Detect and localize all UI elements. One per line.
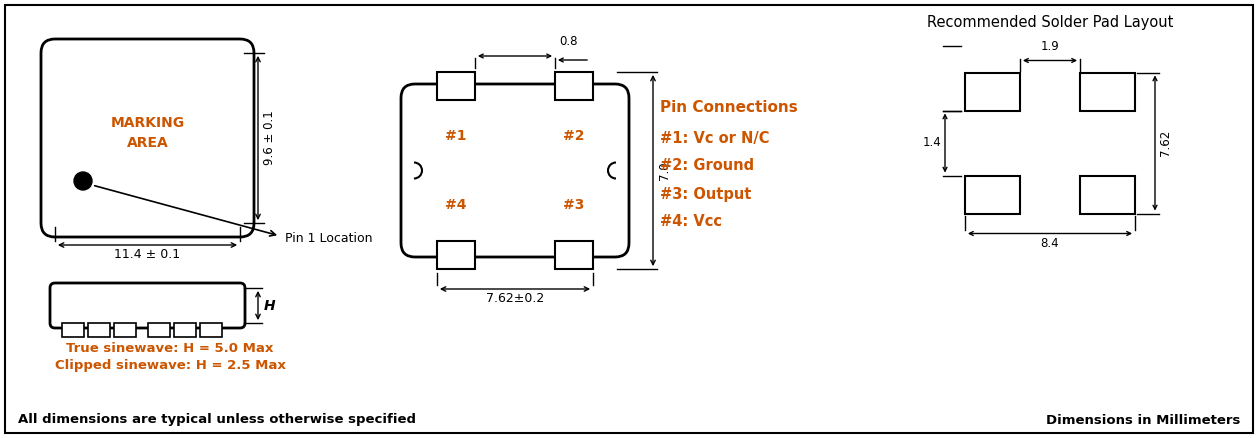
- Bar: [174, 323, 196, 337]
- Bar: [437, 72, 476, 100]
- Text: All dimensions are typical unless otherwise specified: All dimensions are typical unless otherw…: [18, 413, 416, 427]
- Text: #4: Vcc: #4: Vcc: [660, 215, 722, 230]
- Text: AREA: AREA: [127, 136, 169, 150]
- Bar: [1081, 73, 1135, 110]
- Text: MARKING: MARKING: [111, 116, 185, 130]
- Bar: [114, 323, 136, 337]
- Text: True sinewave: H = 5.0 Max: True sinewave: H = 5.0 Max: [67, 342, 274, 354]
- Text: #4: #4: [445, 198, 467, 212]
- Text: Pin 1 Location: Pin 1 Location: [286, 232, 372, 244]
- Text: #1: #1: [445, 129, 467, 143]
- Bar: [965, 176, 1020, 213]
- Text: H: H: [264, 299, 276, 312]
- Text: #2: Ground: #2: Ground: [660, 159, 754, 173]
- Circle shape: [74, 172, 92, 190]
- Bar: [437, 241, 476, 269]
- Text: 8.4: 8.4: [1040, 237, 1059, 250]
- FancyBboxPatch shape: [50, 283, 245, 328]
- Bar: [88, 323, 109, 337]
- Text: 9.6 ± 0.1: 9.6 ± 0.1: [263, 111, 276, 166]
- Text: Clipped sinewave: H = 2.5 Max: Clipped sinewave: H = 2.5 Max: [54, 360, 286, 372]
- FancyBboxPatch shape: [401, 84, 629, 257]
- Text: Dimensions in Millimeters: Dimensions in Millimeters: [1045, 413, 1240, 427]
- Bar: [200, 323, 221, 337]
- Bar: [1081, 176, 1135, 213]
- Text: 7.62: 7.62: [1159, 130, 1172, 156]
- Bar: [555, 72, 593, 100]
- Text: 0.8: 0.8: [559, 35, 577, 48]
- Text: #3: Output: #3: Output: [660, 187, 751, 201]
- Bar: [62, 323, 84, 337]
- Text: 1.9: 1.9: [1040, 39, 1059, 53]
- Text: 1.4: 1.4: [922, 137, 941, 149]
- FancyBboxPatch shape: [42, 39, 254, 237]
- Text: 11.4 ± 0.1: 11.4 ± 0.1: [114, 248, 181, 261]
- Text: 7.0: 7.0: [658, 161, 671, 180]
- Bar: [965, 73, 1020, 110]
- Text: #2: #2: [564, 129, 585, 143]
- Text: 7.62±0.2: 7.62±0.2: [486, 293, 545, 305]
- Text: Recommended Solder Pad Layout: Recommended Solder Pad Layout: [927, 15, 1174, 31]
- Bar: [555, 241, 593, 269]
- Text: #3: #3: [564, 198, 585, 212]
- Text: Pin Connections: Pin Connections: [660, 100, 798, 116]
- Text: #1: Vc or N/C: #1: Vc or N/C: [660, 131, 770, 145]
- Bar: [148, 323, 170, 337]
